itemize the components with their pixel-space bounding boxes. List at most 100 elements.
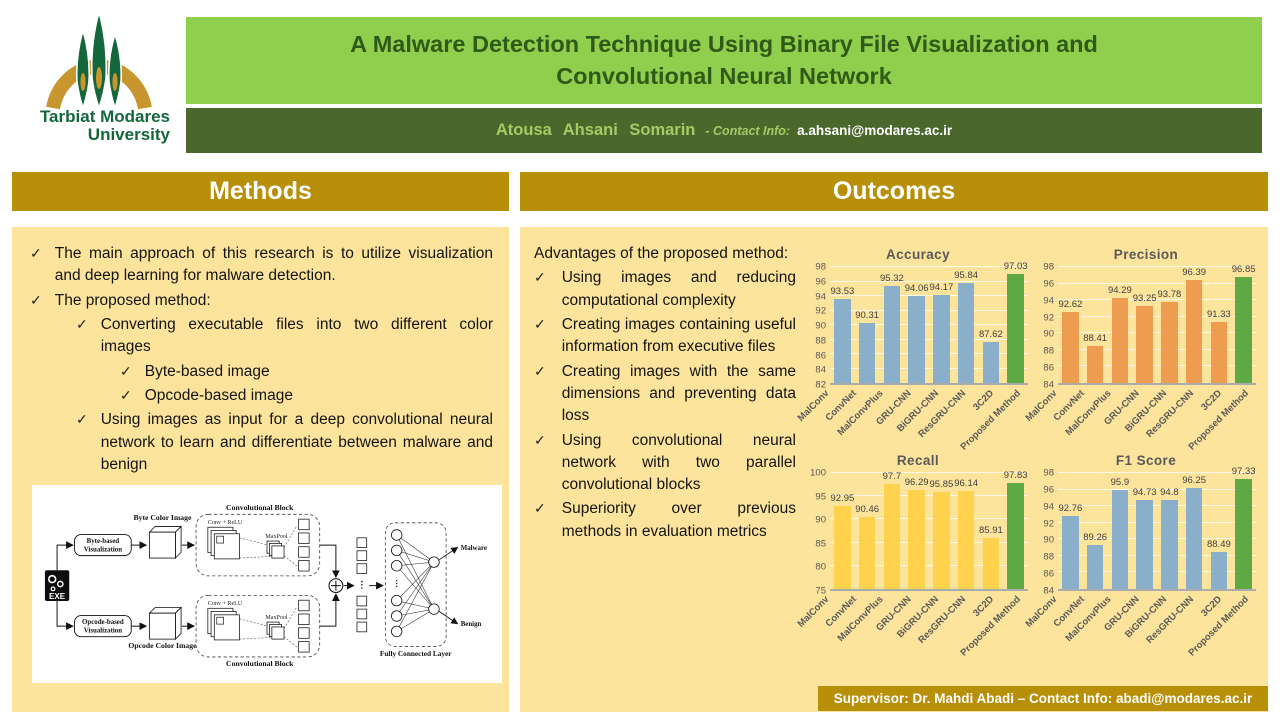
gridline bbox=[1058, 299, 1256, 301]
bar-ConvNet bbox=[858, 322, 876, 383]
bar-group: 94.8 bbox=[1157, 473, 1182, 589]
chart-f1-score: F1 Score 84 86 88 90 92 94 96 98 92.76 89.26 95.9… bbox=[1023, 453, 1257, 659]
chart-title: Accuracy bbox=[886, 247, 950, 262]
list-item: ✓ The proposed method: bbox=[30, 290, 493, 312]
check-icon: ✓ bbox=[120, 362, 132, 379]
y-axis: 84 86 88 90 92 94 96 98 bbox=[1036, 468, 1058, 597]
poster-title-bar: A Malware Detection Technique Using Bina… bbox=[186, 17, 1262, 104]
gridline bbox=[1058, 521, 1256, 523]
gridline bbox=[1058, 332, 1256, 334]
bar-value-label: 93.53 bbox=[830, 286, 855, 298]
gridline bbox=[1058, 505, 1256, 507]
architecture-diagram-figure: EXE Byte-based Visualization Byte Color … bbox=[44, 503, 487, 668]
bar-MalConv bbox=[834, 505, 851, 589]
plot-area: 92.76 89.26 95.9 94.73 94.8 96.25 88.49 97.33 bbox=[1058, 466, 1256, 591]
bar-value-label: 90.46 bbox=[855, 504, 880, 516]
bar-value-label: 88.49 bbox=[1206, 538, 1231, 550]
x-axis-labels: MalConv ConvNet MalConvPlus GRU-CNN BiGRU-CN… bbox=[795, 385, 1028, 453]
bar-BiGRU-CNN bbox=[1161, 499, 1178, 589]
bar-value-label: 87.62 bbox=[978, 329, 1003, 341]
author-name: Atousa Ahsani Somarin bbox=[495, 121, 696, 139]
outcomes-panel: Advantages of the proposed method: ✓ Usi… bbox=[520, 227, 1268, 712]
x-axis-labels: MalConv ConvNet MalConvPlus GRU-CNN BiGRU-CN… bbox=[1023, 591, 1257, 659]
list-item: ✓ Using images as input for a deep convo… bbox=[76, 409, 493, 476]
x-tick: Proposed Method bbox=[1187, 385, 1257, 453]
y-tick-label: 90 bbox=[1043, 328, 1054, 340]
check-icon: ✓ bbox=[534, 431, 546, 448]
gridline bbox=[830, 518, 1028, 520]
y-axis: 75 80 85 90 95 100 bbox=[808, 468, 830, 597]
bar-value-label: 96.25 bbox=[1182, 474, 1207, 486]
bar-value-label: 90.31 bbox=[855, 309, 880, 321]
plot-area: 92.95 90.46 97.7 96.29 95.85 96.14 85.91 97.83 bbox=[830, 470, 1028, 591]
bar-value-label: 93.25 bbox=[1132, 293, 1157, 305]
bar-group: 95.32 bbox=[880, 267, 905, 383]
opcode-color-image-cube bbox=[148, 606, 183, 641]
bar-value-label: 97.7 bbox=[882, 470, 902, 482]
y-tick-label: 90 bbox=[1043, 534, 1054, 546]
bar-value-label: 97.03 bbox=[1003, 261, 1028, 273]
university-logo: Tarbiat Modares University bbox=[14, 6, 184, 162]
bar-group: 97.7 bbox=[880, 470, 905, 589]
bar-Proposed Method bbox=[1235, 276, 1252, 383]
maxpool-bottom-label: MaxPool bbox=[265, 615, 288, 621]
maxpool-stack-top bbox=[266, 540, 285, 559]
bar-group: 87.62 bbox=[979, 267, 1004, 383]
bar-value-label: 94.73 bbox=[1132, 487, 1157, 499]
byte-visualization-label: Byte-based bbox=[87, 538, 120, 545]
bar-ResGRU-CNN bbox=[1185, 280, 1203, 383]
gridline bbox=[830, 280, 1028, 282]
bar-group: 96.25 bbox=[1182, 473, 1207, 589]
bar-group: 91.33 bbox=[1207, 267, 1232, 383]
bar-3C2D bbox=[1210, 322, 1228, 383]
x-axis-labels: MalConv ConvNet MalConvPlus GRU-CNN BiGRU-CN… bbox=[795, 591, 1028, 659]
gridline bbox=[830, 353, 1028, 354]
gridline bbox=[830, 564, 1028, 566]
bar-value-label: 95.32 bbox=[879, 273, 904, 285]
gridline bbox=[830, 541, 1028, 543]
conv-block-top-label: Convolutional Block bbox=[226, 503, 294, 512]
y-tick-label: 95 bbox=[815, 491, 826, 503]
maxpool-stack-bottom bbox=[266, 621, 285, 640]
outcomes-header: Outcomes bbox=[520, 172, 1268, 211]
gridline bbox=[1058, 571, 1256, 573]
y-axis: 82 84 86 88 90 92 94 96 98 bbox=[808, 262, 830, 391]
benign-output-label: Benign bbox=[461, 621, 482, 628]
gridline bbox=[1058, 554, 1256, 556]
bar-value-label: 95.9 bbox=[1110, 477, 1130, 489]
y-tick-label: 94 bbox=[1043, 295, 1054, 307]
y-tick-label: 85 bbox=[815, 538, 826, 550]
bar-GRU-CNN bbox=[1136, 500, 1153, 589]
y-tick-label: 100 bbox=[810, 467, 826, 479]
bar-group: 96.85 bbox=[1231, 264, 1256, 383]
bar-Proposed Method bbox=[1007, 483, 1024, 589]
outcomes-intro: Advantages of the proposed method: bbox=[534, 245, 789, 262]
bar-group: 94.17 bbox=[929, 267, 954, 383]
bar-value-label: 97.33 bbox=[1231, 465, 1256, 477]
x-tick: Proposed Method bbox=[1187, 591, 1257, 659]
conv-block-bottom-label: Convolutional Block bbox=[226, 659, 294, 668]
y-tick-label: 86 bbox=[1043, 362, 1054, 374]
gridline bbox=[1058, 282, 1256, 284]
feature-maps-bottom bbox=[298, 599, 310, 653]
bar-value-label: 97.83 bbox=[1003, 470, 1028, 482]
gridline bbox=[830, 324, 1028, 325]
supervisor-text: Supervisor: Dr. Mahdi Abadi – Contact In… bbox=[833, 691, 1253, 706]
bar-group: 93.78 bbox=[1157, 267, 1182, 383]
bar-group: 95.84 bbox=[954, 267, 979, 383]
list-item: ✓ Opcode-based image bbox=[120, 385, 493, 407]
bar-group: 93.53 bbox=[830, 267, 855, 383]
svg-text:Visualization: Visualization bbox=[84, 547, 123, 554]
chart-recall: Recall 75 80 85 90 95 100 92.95 90.46 97.7 96.29… bbox=[795, 453, 1028, 659]
check-icon: ✓ bbox=[76, 411, 88, 428]
list-item: ✓ Creating images with the same dimensio… bbox=[534, 361, 796, 428]
y-tick-label: 84 bbox=[1043, 379, 1054, 391]
y-tick-label: 92 bbox=[815, 305, 826, 317]
y-tick-label: 98 bbox=[1043, 467, 1054, 479]
fully-connected-network bbox=[396, 534, 435, 632]
bar-value-label: 85.91 bbox=[978, 525, 1003, 537]
conv-relu-top-label: Conv + ReLU bbox=[208, 520, 243, 526]
bar-group: 97.33 bbox=[1231, 466, 1256, 589]
bar-group: 85.91 bbox=[979, 473, 1004, 589]
